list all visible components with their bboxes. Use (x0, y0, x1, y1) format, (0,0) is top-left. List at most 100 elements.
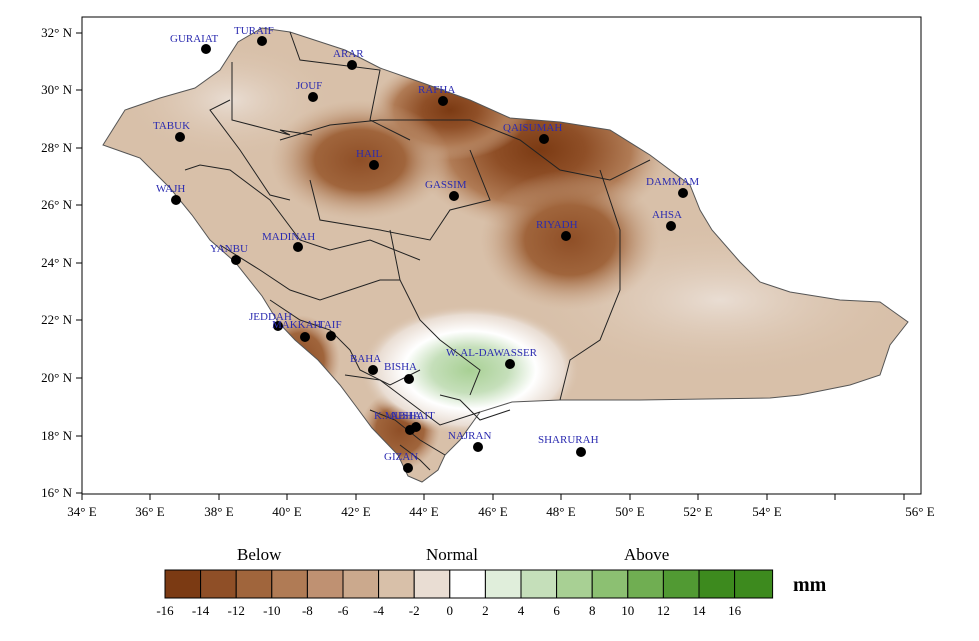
legend: Below Normal Above -16 -14 -12 -10 (156, 545, 826, 618)
city-label-yanbu: YANBU (210, 243, 248, 255)
station-dot (326, 331, 336, 341)
city-label-abha: ABHA (390, 410, 421, 422)
city-label-gassim: GASSIM (425, 179, 467, 191)
city-label-wajh: WAJH (156, 183, 185, 195)
city-label-tabuk: TABUK (153, 120, 190, 132)
legend-tick-label: -16 (156, 603, 174, 618)
legend-swatch (520, 569, 558, 599)
legend-tick-label: 4 (518, 603, 525, 618)
station-dot (300, 332, 310, 342)
legend-tick-label: 12 (657, 603, 670, 618)
legend-tick-label: 10 (621, 603, 634, 618)
x-tick-label: 54° E (752, 504, 781, 519)
legend-tick-label: -4 (373, 603, 384, 618)
legend-tick-label: -6 (338, 603, 349, 618)
station-dot (404, 374, 414, 384)
x-tick-label: 46° E (478, 504, 507, 519)
city-label-ahsa: AHSA (652, 209, 682, 221)
station-dot (347, 60, 357, 70)
station-dot (273, 321, 283, 331)
legend-tick-label: -10 (263, 603, 280, 618)
station-dot (257, 36, 267, 46)
city-label-bisha: BISHA (384, 361, 417, 373)
city-label-guraiat: GURAIAT (170, 33, 219, 45)
x-tick-label: 48° E (546, 504, 575, 519)
legend-swatch (698, 569, 736, 599)
x-tick-label: 42° E (341, 504, 370, 519)
station-dot (369, 160, 379, 170)
y-tick-label: 32° N (41, 25, 72, 40)
legend-swatch (271, 569, 308, 599)
y-tick-label: 20° N (41, 370, 72, 385)
station-dot (231, 255, 241, 265)
city-label-hail: HAIL (356, 148, 383, 160)
y-tick-label: 18° N (41, 428, 72, 443)
legend-tick-label: 14 (693, 603, 707, 618)
legend-swatch (449, 569, 486, 599)
legend-swatch (413, 569, 451, 599)
x-tick-label: 36° E (135, 504, 164, 519)
city-label-riyadh: RIYADH (536, 219, 578, 231)
station-dot (576, 447, 586, 457)
station-dot (666, 221, 676, 231)
city-label-w-al-dawasser: W. AL-DAWASSER (446, 347, 538, 359)
legend-color-bar (164, 569, 774, 599)
city-label-madinah: MADINAH (262, 231, 315, 243)
station-dot (473, 442, 483, 452)
station-dot (438, 96, 448, 106)
legend-tick-label: -12 (228, 603, 245, 618)
legend-tick-label: 0 (447, 603, 454, 618)
legend-swatch (662, 569, 700, 599)
y-tick-label: 30° N (41, 82, 72, 97)
legend-tick-label: 8 (589, 603, 596, 618)
legend-below-label: Below (237, 545, 282, 564)
station-dot (201, 44, 211, 54)
legend-swatch (164, 569, 202, 599)
legend-normal-label: Normal (426, 545, 478, 564)
y-axis: 32° N 30° N 28° N 26° N 24° N 22° N 20° … (41, 25, 82, 500)
legend-swatch (484, 569, 522, 599)
legend-tick-label: -2 (409, 603, 420, 618)
x-tick-label: 34° E (67, 504, 96, 519)
legend-swatch (306, 569, 344, 599)
country-outline (102, 27, 909, 483)
x-axis: 34° E 36° E 38° E 40° E 42° E 44° E 46° … (67, 494, 935, 519)
station-dot (505, 359, 515, 369)
station-dot (308, 92, 318, 102)
city-label-rafha: RAFHA (418, 84, 455, 96)
city-label-gizan: GIZAN (384, 451, 418, 463)
station-dot (293, 242, 303, 252)
station-dot (175, 132, 185, 142)
y-tick-label: 26° N (41, 197, 72, 212)
x-tick-label: 38° E (204, 504, 233, 519)
city-labels: GURAIAT TURAIF ARAR JOUF RAFHA QAISUMAH … (153, 25, 699, 463)
station-dot (561, 231, 571, 241)
legend-swatch (734, 569, 774, 599)
station-dot (405, 425, 415, 435)
legend-ticks: -16 -14 -12 -10 -8 -6 -4 -2 0 2 4 6 8 10… (156, 603, 741, 618)
station-dot (171, 195, 181, 205)
x-tick-label: 56° E (905, 504, 934, 519)
legend-tick-label: -14 (192, 603, 210, 618)
city-label-taif: TAIF (318, 319, 342, 331)
city-label-arar: ARAR (333, 48, 364, 60)
legend-swatch (591, 569, 629, 599)
legend-above-label: Above (624, 545, 669, 564)
city-label-sharurah: SHARURAH (538, 434, 599, 446)
legend-tick-label: -8 (302, 603, 313, 618)
x-tick-label: 52° E (683, 504, 712, 519)
station-dot (403, 463, 413, 473)
city-label-k-mushait: K.MUSHAIT (374, 410, 435, 422)
y-tick-label: 24° N (41, 255, 72, 270)
city-label-jeddah: JEDDAH (249, 311, 292, 323)
station-dot (449, 191, 459, 201)
legend-tick-label: 2 (482, 603, 489, 618)
province-borders (184, 31, 651, 471)
city-label-najran: NAJRAN (448, 430, 491, 442)
y-tick-label: 28° N (41, 140, 72, 155)
legend-unit-label: mm (793, 574, 827, 596)
x-tick-label: 50° E (615, 504, 644, 519)
city-label-turaif: TURAIF (234, 25, 274, 37)
y-tick-label: 16° N (41, 485, 72, 500)
